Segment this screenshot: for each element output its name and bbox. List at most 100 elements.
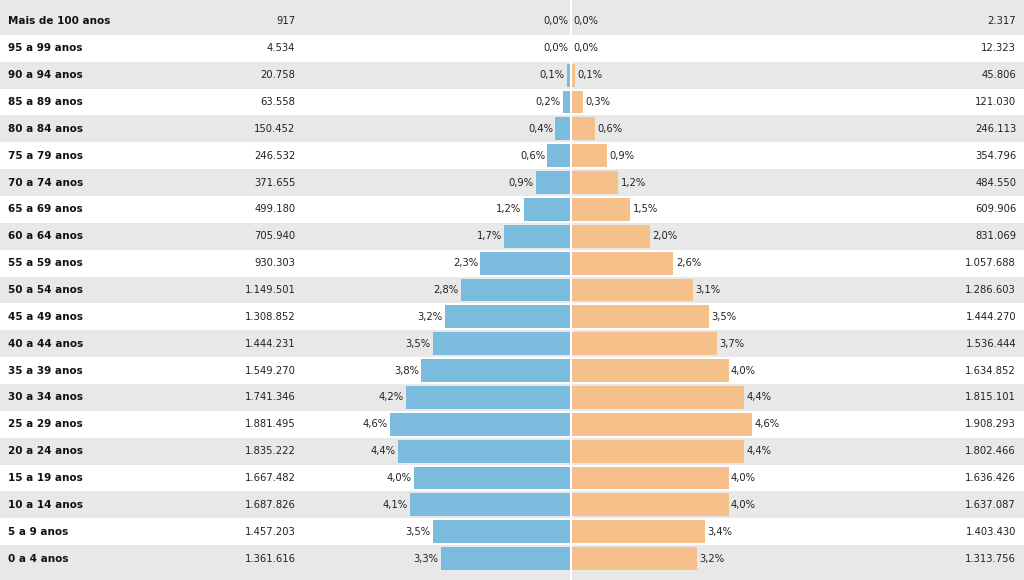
Text: 5 a 9 anos: 5 a 9 anos bbox=[8, 527, 69, 536]
Text: Mais de 100 anos: Mais de 100 anos bbox=[8, 16, 111, 27]
Bar bbox=[504, 225, 571, 248]
Text: 0,0%: 0,0% bbox=[573, 44, 598, 53]
Text: 4,6%: 4,6% bbox=[755, 419, 779, 429]
Bar bbox=[571, 440, 744, 462]
Text: 55 a 59 anos: 55 a 59 anos bbox=[8, 258, 83, 268]
Text: 1.057.688: 1.057.688 bbox=[966, 258, 1016, 268]
Text: 3,1%: 3,1% bbox=[695, 285, 721, 295]
Text: 85 a 89 anos: 85 a 89 anos bbox=[8, 97, 83, 107]
Bar bbox=[571, 278, 693, 302]
Bar bbox=[555, 118, 571, 140]
Text: 150.452: 150.452 bbox=[254, 124, 295, 134]
Text: 3,2%: 3,2% bbox=[699, 553, 725, 564]
Text: 831.069: 831.069 bbox=[975, 231, 1016, 241]
Text: 20.758: 20.758 bbox=[260, 70, 295, 80]
Text: 1.308.852: 1.308.852 bbox=[245, 312, 295, 322]
Text: 20 a 24 anos: 20 a 24 anos bbox=[8, 446, 83, 456]
Text: 3,2%: 3,2% bbox=[418, 312, 442, 322]
Bar bbox=[571, 118, 595, 140]
Text: 0,9%: 0,9% bbox=[609, 151, 634, 161]
Text: 1.444.231: 1.444.231 bbox=[245, 339, 295, 349]
Text: 1.549.270: 1.549.270 bbox=[245, 365, 295, 376]
Text: 40 a 44 anos: 40 a 44 anos bbox=[8, 339, 83, 349]
Bar bbox=[0, 411, 1024, 438]
Text: 95 a 99 anos: 95 a 99 anos bbox=[8, 44, 82, 53]
Bar bbox=[536, 171, 571, 194]
Text: 1.815.101: 1.815.101 bbox=[966, 393, 1016, 403]
Text: 1.286.603: 1.286.603 bbox=[966, 285, 1016, 295]
Bar bbox=[571, 386, 744, 409]
Bar bbox=[0, 169, 1024, 196]
Bar bbox=[571, 413, 753, 436]
Text: 3,4%: 3,4% bbox=[708, 527, 732, 536]
Bar bbox=[563, 90, 571, 114]
Text: 246.113: 246.113 bbox=[975, 124, 1016, 134]
Text: 1.881.495: 1.881.495 bbox=[245, 419, 295, 429]
Text: 0,1%: 0,1% bbox=[540, 70, 565, 80]
Bar bbox=[0, 357, 1024, 384]
Text: 1.149.501: 1.149.501 bbox=[245, 285, 295, 295]
Text: 1.536.444: 1.536.444 bbox=[966, 339, 1016, 349]
Text: 246.532: 246.532 bbox=[254, 151, 295, 161]
Bar bbox=[0, 465, 1024, 491]
Text: 121.030: 121.030 bbox=[975, 97, 1016, 107]
Text: 0,6%: 0,6% bbox=[597, 124, 623, 134]
Text: 25 a 29 anos: 25 a 29 anos bbox=[8, 419, 83, 429]
Bar bbox=[0, 491, 1024, 519]
Bar bbox=[433, 520, 571, 543]
Bar bbox=[414, 466, 571, 490]
Text: 917: 917 bbox=[276, 16, 295, 27]
Text: 15 a 19 anos: 15 a 19 anos bbox=[8, 473, 83, 483]
Bar bbox=[0, 115, 1024, 142]
Text: 3,5%: 3,5% bbox=[712, 312, 736, 322]
Bar bbox=[0, 330, 1024, 357]
Text: 65 a 69 anos: 65 a 69 anos bbox=[8, 204, 83, 215]
Bar bbox=[0, 545, 1024, 572]
Text: 4,0%: 4,0% bbox=[731, 365, 756, 376]
Bar bbox=[422, 359, 571, 382]
Bar bbox=[0, 142, 1024, 169]
Bar bbox=[390, 413, 571, 436]
Bar bbox=[0, 223, 1024, 250]
Bar bbox=[571, 198, 630, 221]
Bar bbox=[0, 61, 1024, 89]
Text: 1,2%: 1,2% bbox=[621, 177, 646, 187]
Text: 1.687.826: 1.687.826 bbox=[245, 500, 295, 510]
Text: 1.313.756: 1.313.756 bbox=[966, 553, 1016, 564]
Text: 0 a 4 anos: 0 a 4 anos bbox=[8, 553, 69, 564]
Text: 1,5%: 1,5% bbox=[633, 204, 657, 215]
Text: 1.636.426: 1.636.426 bbox=[966, 473, 1016, 483]
Bar bbox=[0, 277, 1024, 303]
Text: 4.534: 4.534 bbox=[267, 44, 295, 53]
Text: 1.403.430: 1.403.430 bbox=[966, 527, 1016, 536]
Bar bbox=[524, 198, 571, 221]
Text: 2.317: 2.317 bbox=[987, 16, 1016, 27]
Text: 1.667.482: 1.667.482 bbox=[245, 473, 295, 483]
Bar bbox=[397, 440, 571, 462]
Text: 30 a 34 anos: 30 a 34 anos bbox=[8, 393, 83, 403]
Text: 1,2%: 1,2% bbox=[497, 204, 521, 215]
Bar bbox=[571, 64, 575, 86]
Text: 1.637.087: 1.637.087 bbox=[966, 500, 1016, 510]
Bar bbox=[445, 306, 571, 328]
Text: 0,3%: 0,3% bbox=[586, 97, 610, 107]
Text: 80 a 84 anos: 80 a 84 anos bbox=[8, 124, 83, 134]
Text: 4,1%: 4,1% bbox=[382, 500, 408, 510]
Text: 4,2%: 4,2% bbox=[378, 393, 403, 403]
Text: 0,6%: 0,6% bbox=[520, 151, 545, 161]
Bar bbox=[480, 252, 571, 274]
Bar bbox=[571, 359, 729, 382]
Text: 2,6%: 2,6% bbox=[676, 258, 701, 268]
Bar bbox=[571, 547, 697, 570]
Text: 45.806: 45.806 bbox=[981, 70, 1016, 80]
Bar bbox=[0, 35, 1024, 61]
Text: 0,0%: 0,0% bbox=[544, 16, 568, 27]
Bar bbox=[571, 466, 729, 490]
Text: 3,8%: 3,8% bbox=[394, 365, 419, 376]
Bar bbox=[571, 494, 729, 516]
Bar bbox=[0, 384, 1024, 411]
Text: 3,3%: 3,3% bbox=[414, 553, 438, 564]
Text: 2,8%: 2,8% bbox=[433, 285, 459, 295]
Bar bbox=[0, 8, 1024, 35]
Text: 484.550: 484.550 bbox=[975, 177, 1016, 187]
